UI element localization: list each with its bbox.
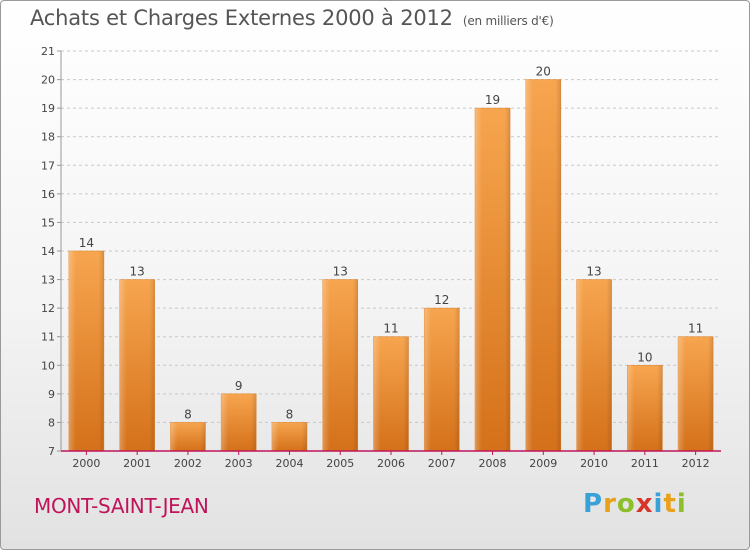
data-label: 13 <box>586 265 601 279</box>
bar-shading <box>525 79 561 452</box>
bar-shading <box>322 279 358 451</box>
logo-letter: r <box>603 489 617 519</box>
data-label: 19 <box>485 93 500 107</box>
data-label: 10 <box>637 350 652 364</box>
logo-letter: i <box>653 489 664 519</box>
logo-letter: P <box>583 489 604 519</box>
data-label: 13 <box>333 265 348 279</box>
x-tick-label: 2011 <box>631 457 659 470</box>
x-tick-label: 2008 <box>479 457 507 470</box>
bar-shading <box>373 336 409 451</box>
x-tick-label: 2010 <box>580 457 608 470</box>
logo-letter: t <box>663 489 677 519</box>
x-tick-label: 2000 <box>72 457 100 470</box>
y-tick-label: 20 <box>41 74 55 87</box>
y-tick-label: 13 <box>41 274 55 287</box>
place-name: MONT-SAINT-JEAN <box>34 494 209 518</box>
axes <box>57 50 721 455</box>
data-label: 9 <box>235 379 243 393</box>
y-tick-label: 14 <box>41 245 55 258</box>
x-tick-label: 2004 <box>275 457 303 470</box>
bar-shading <box>678 336 714 451</box>
bar-shading <box>68 251 104 451</box>
x-tick-label: 2001 <box>123 457 151 470</box>
y-tick-label: 10 <box>41 359 55 372</box>
x-tick-label: 2002 <box>174 457 202 470</box>
data-label: 8 <box>184 407 192 421</box>
data-label: 8 <box>286 407 294 421</box>
y-tick-label: 7 <box>48 445 55 458</box>
y-tick-label: 15 <box>41 216 55 229</box>
y-tick-label: 9 <box>48 388 55 401</box>
y-tick-label: 18 <box>41 131 55 144</box>
proxiti-logo[interactable]: Proxiti <box>583 489 687 519</box>
bar-shading <box>424 308 460 451</box>
logo-letter: x <box>635 489 654 519</box>
y-tick-label: 8 <box>48 416 55 429</box>
x-tick-label: 2005 <box>326 457 354 470</box>
chart-title-text: Achats et Charges Externes 2000 à 2012 <box>30 6 453 30</box>
data-label: 11 <box>383 322 398 336</box>
logo-letter: i <box>676 489 687 519</box>
bar-shading <box>475 108 511 452</box>
bar-shading <box>271 422 307 451</box>
y-tick-label: 11 <box>41 331 55 344</box>
y-tick-label: 21 <box>41 45 55 58</box>
logo-letter: o <box>616 489 636 519</box>
chart-unit: (en milliers d'€) <box>462 14 554 28</box>
data-label: 12 <box>434 293 449 307</box>
bar-shading <box>576 279 612 451</box>
labels: 7 8 9 10 11 12 13 14 15 16 17 18 19 20 21 14 2000 13 2001 8… <box>41 45 710 470</box>
x-tick-label: 2009 <box>529 457 557 470</box>
x-tick-label: 2007 <box>428 457 456 470</box>
y-tick-label: 19 <box>41 102 55 115</box>
x-tick-label: 2006 <box>377 457 405 470</box>
data-label: 14 <box>79 236 94 250</box>
x-tick-label: 2012 <box>682 457 710 470</box>
bar-shading <box>627 365 663 451</box>
y-tick-label: 12 <box>41 302 55 315</box>
data-label: 20 <box>536 65 551 79</box>
y-tick-label: 17 <box>41 159 55 172</box>
bar-shading <box>119 279 155 451</box>
bar-shading <box>170 422 206 451</box>
chart-title: Achats et Charges Externes 2000 à 2012 (e… <box>30 6 554 30</box>
x-tick-label: 2003 <box>225 457 253 470</box>
bars <box>68 79 714 452</box>
bar-shading <box>221 393 257 451</box>
y-tick-label: 16 <box>41 188 55 201</box>
data-label: 11 <box>688 322 703 336</box>
data-label: 13 <box>130 265 145 279</box>
